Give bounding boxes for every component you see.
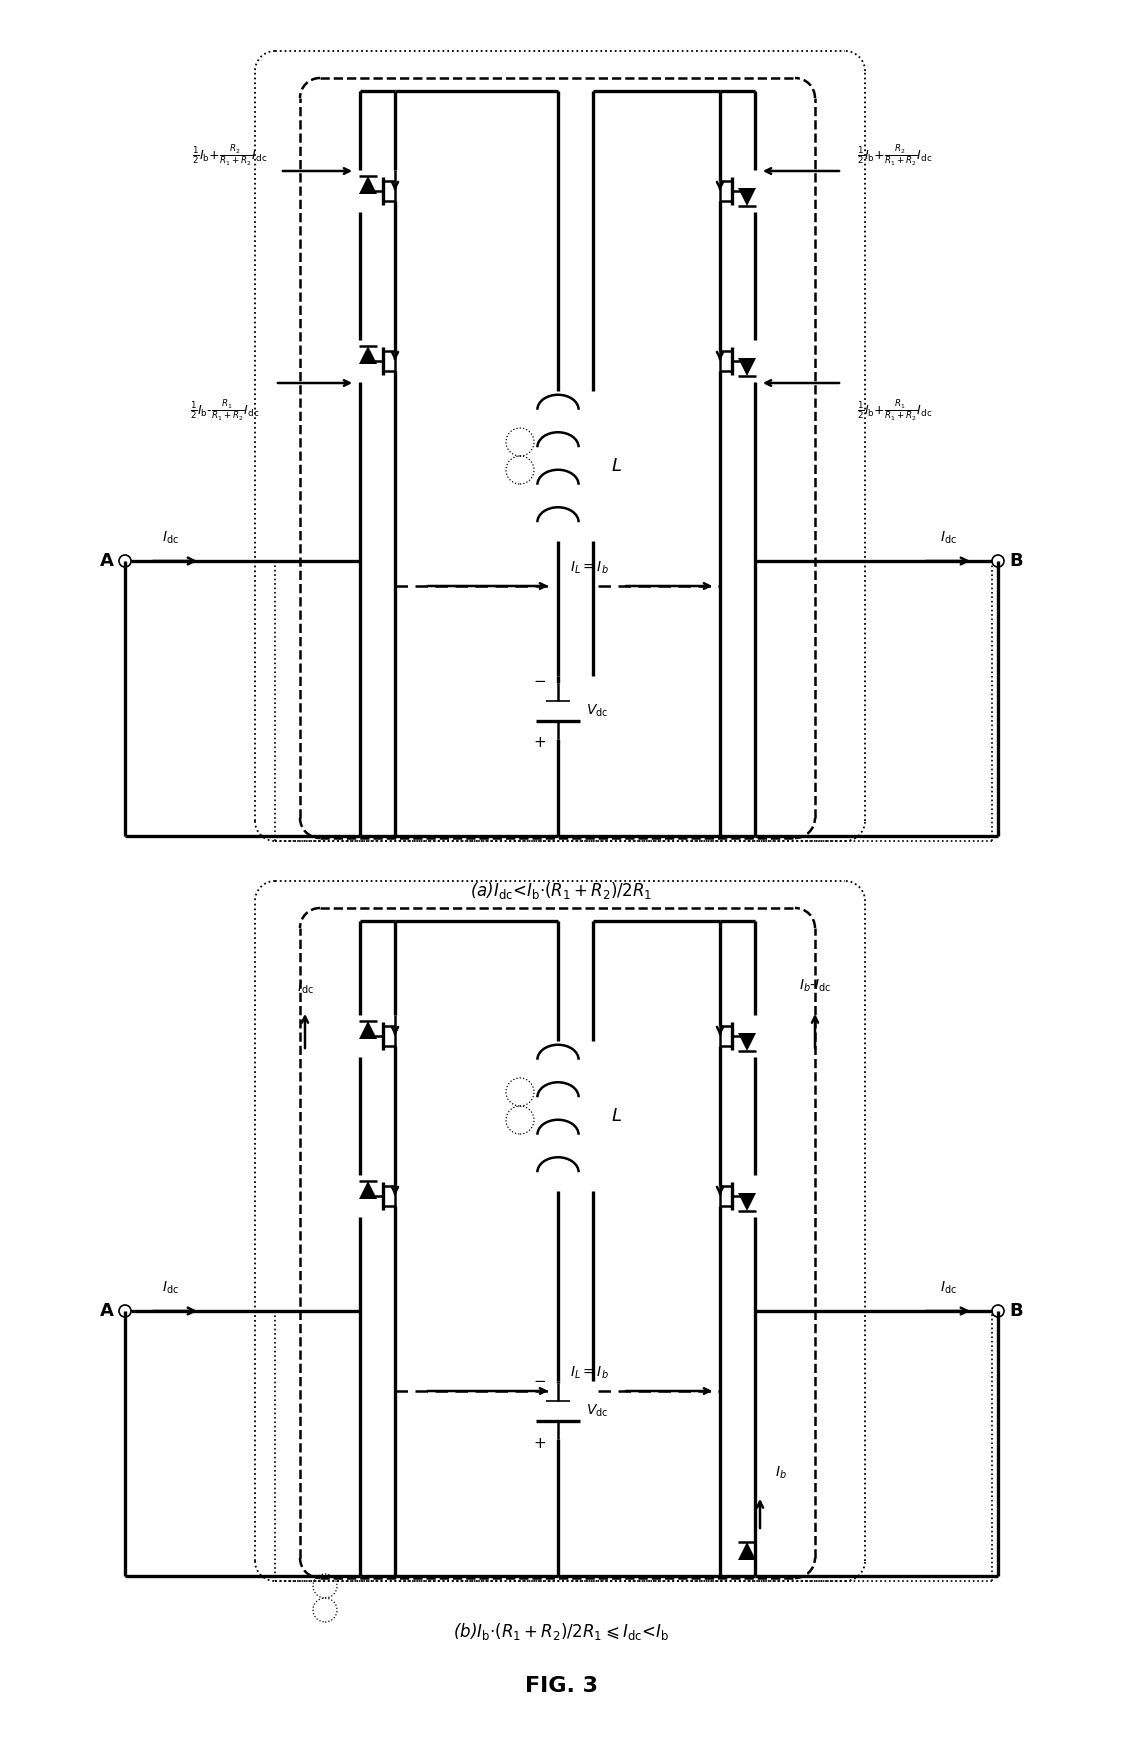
- Polygon shape: [738, 359, 756, 376]
- Text: $I_b$: $I_b$: [775, 1464, 787, 1482]
- Polygon shape: [738, 1543, 756, 1560]
- Text: $V_{\mathrm{dc}}$: $V_{\mathrm{dc}}$: [586, 1403, 609, 1419]
- Polygon shape: [359, 1020, 377, 1039]
- Polygon shape: [359, 346, 377, 364]
- Text: $I_{\mathrm{dc}}$: $I_{\mathrm{dc}}$: [296, 980, 313, 996]
- Text: $I_{\mathrm{dc}}$: $I_{\mathrm{dc}}$: [162, 1280, 179, 1295]
- Text: B: B: [1010, 1302, 1023, 1320]
- Polygon shape: [738, 1193, 756, 1212]
- Text: B: B: [1010, 552, 1023, 569]
- Text: $\frac{1}{2}$$I_{\mathrm{b}}$+$\frac{R_2}{R_1+R_2}$$I_{\mathrm{dc}}$: $\frac{1}{2}$$I_{\mathrm{b}}$+$\frac{R_2…: [857, 143, 933, 169]
- Polygon shape: [359, 1180, 377, 1200]
- Text: $-$: $-$: [532, 1372, 546, 1386]
- Text: $\frac{1}{2}$$I_{\mathrm{b}}$-$\frac{R_1}{R_1+R_2}$$I_{\mathrm{dc}}$: $\frac{1}{2}$$I_{\mathrm{b}}$-$\frac{R_1…: [190, 399, 259, 423]
- Text: $I_L=I_b$: $I_L=I_b$: [570, 1365, 609, 1381]
- Text: $-$: $-$: [532, 672, 546, 686]
- Text: $V_{\mathrm{dc}}$: $V_{\mathrm{dc}}$: [586, 703, 609, 719]
- Text: FIG. 3: FIG. 3: [524, 1677, 599, 1696]
- Text: $I_L=I_b$: $I_L=I_b$: [570, 559, 609, 576]
- Polygon shape: [738, 1032, 756, 1052]
- Text: $\frac{1}{2}$$I_{\mathrm{b}}$+$\frac{R_2}{R_1+R_2}$$I_{\mathrm{dc}}$: $\frac{1}{2}$$I_{\mathrm{b}}$+$\frac{R_2…: [192, 143, 267, 169]
- Text: $I_b$-$I_{\mathrm{dc}}$: $I_b$-$I_{\mathrm{dc}}$: [798, 978, 831, 994]
- Text: A: A: [100, 552, 113, 569]
- Polygon shape: [359, 176, 377, 193]
- Text: $I_{\mathrm{dc}}$: $I_{\mathrm{dc}}$: [940, 1280, 957, 1295]
- Text: (b)$I_{\mathrm{b}}$$\cdot$$(R_1+R_2)/2R_1$$\leqslant$$I_{\mathrm{dc}}$<$I_{\math: (b)$I_{\mathrm{b}}$$\cdot$$(R_1+R_2)/2R_…: [454, 1621, 669, 1642]
- Text: $L$: $L$: [611, 456, 622, 475]
- Text: $+$: $+$: [533, 735, 546, 750]
- Text: $I_{\mathrm{dc}}$: $I_{\mathrm{dc}}$: [162, 529, 179, 547]
- Text: (a)$I_{\mathrm{dc}}$<$I_{\mathrm{b}}$$\cdot$$(R_1+R_2)/2R_1$: (a)$I_{\mathrm{dc}}$<$I_{\mathrm{b}}$$\c…: [471, 881, 652, 902]
- Text: A: A: [100, 1302, 113, 1320]
- Text: $I_{\mathrm{dc}}$: $I_{\mathrm{dc}}$: [940, 529, 957, 547]
- Text: $\frac{1}{2}$$I_{\mathrm{b}}$+$\frac{R_1}{R_1+R_2}$$I_{\mathrm{dc}}$: $\frac{1}{2}$$I_{\mathrm{b}}$+$\frac{R_1…: [857, 399, 933, 423]
- Text: $L$: $L$: [611, 1107, 622, 1125]
- Polygon shape: [738, 188, 756, 205]
- Text: $+$: $+$: [533, 1436, 546, 1450]
